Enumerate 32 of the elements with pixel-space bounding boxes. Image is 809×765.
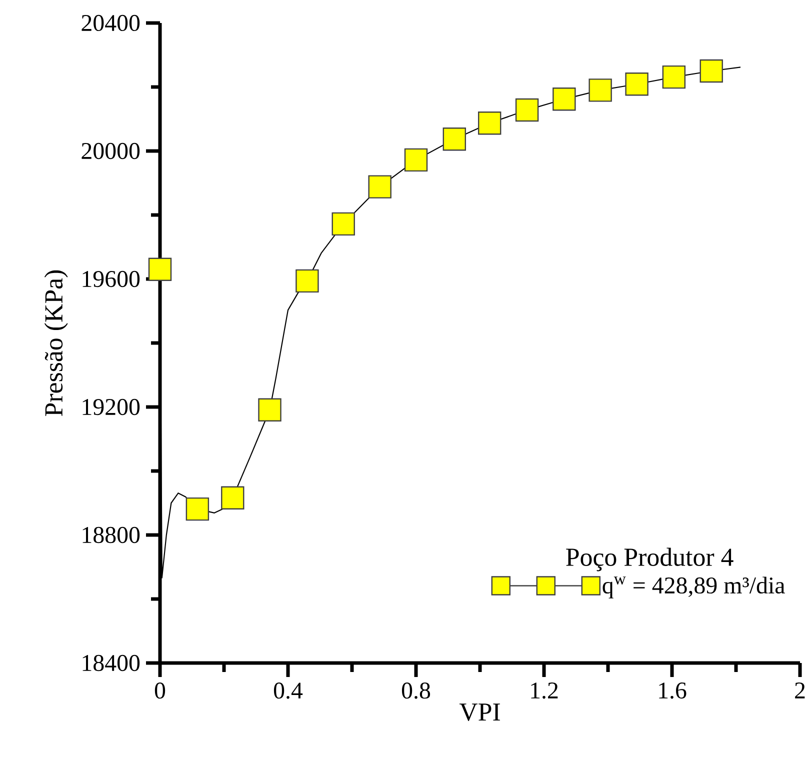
y-tick-label: 20000	[82, 142, 140, 160]
point	[332, 212, 355, 236]
legend-label: q$^{w}$ = 428,89 m³/dia	[602, 576, 785, 598]
point	[515, 98, 539, 122]
point	[404, 148, 428, 172]
point	[221, 486, 244, 510]
point	[662, 65, 686, 89]
point	[588, 78, 612, 102]
point	[296, 269, 319, 293]
x-tick-label: 2	[795, 682, 805, 698]
point	[700, 59, 723, 83]
y-axis-title: Pressão (KPa)	[44, 270, 68, 416]
point	[368, 175, 392, 198]
y-tick-label: 19200	[82, 398, 140, 416]
legend-title: Poço Produtor 4	[566, 548, 734, 572]
y-tick-label: 18400	[82, 654, 140, 672]
x-tick-label: 0.8	[402, 682, 430, 699]
y-tick-label: 20400	[82, 14, 140, 32]
point	[552, 88, 576, 111]
x-tick-label: 1.2	[531, 682, 558, 699]
point	[148, 258, 172, 281]
point	[625, 72, 648, 96]
y-tick-label: 18800	[82, 526, 140, 544]
point	[186, 497, 210, 521]
y-tick-label: 19600	[82, 270, 140, 288]
point	[442, 128, 466, 151]
point	[258, 398, 282, 422]
x-tick-label: 0	[154, 682, 166, 699]
x-axis-title: VPI	[459, 704, 500, 721]
point	[478, 112, 502, 135]
x-tick-label: 1.6	[659, 682, 686, 699]
x-tick-label: 0.4	[274, 682, 303, 699]
